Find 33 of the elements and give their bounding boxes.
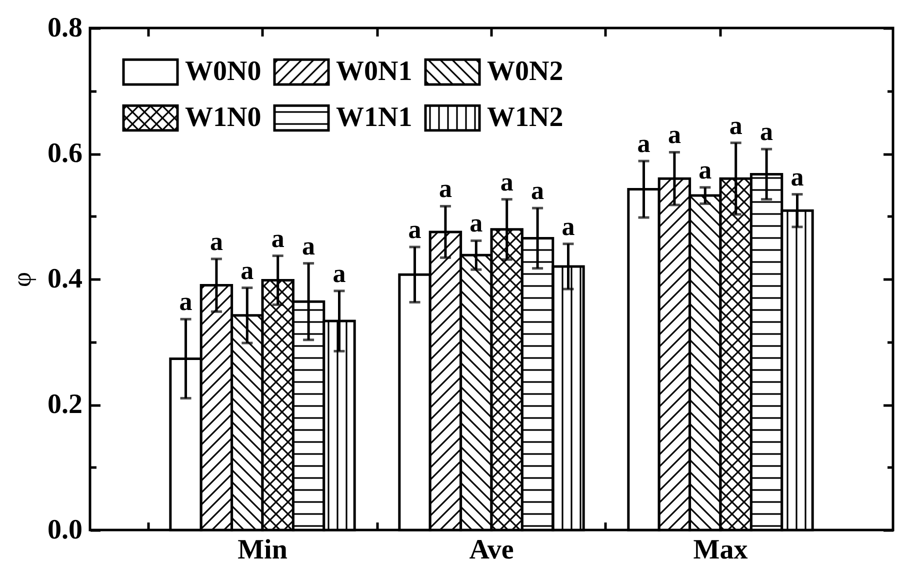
y-tick-label: 0.2	[48, 389, 82, 420]
data-label: a	[408, 214, 422, 244]
data-label: a	[531, 176, 544, 206]
data-label: a	[729, 110, 742, 140]
data-label: a	[179, 287, 192, 316]
data-label: a	[637, 129, 650, 158]
y-tick-label: 0.6	[48, 138, 82, 169]
data-label: a	[438, 174, 452, 204]
legend-label: W1N2	[487, 102, 564, 133]
legend-label: W1N1	[336, 102, 412, 133]
data-label: a	[760, 117, 774, 146]
data-label: a	[698, 155, 712, 184]
x-tick-label: Max	[693, 534, 748, 566]
legend-label: W0N1	[336, 56, 412, 88]
data-label: a	[302, 231, 316, 260]
data-label: a	[332, 258, 346, 288]
y-tick-label: 0.0	[48, 514, 82, 546]
data-label: a	[271, 224, 284, 253]
x-tick-label: Min	[238, 534, 288, 566]
x-tick-label: Ave	[469, 534, 514, 566]
data-label: a	[470, 208, 483, 238]
y-tick-label: 0.8	[48, 12, 82, 44]
legend-label: W0N0	[185, 56, 262, 88]
data-label: a	[668, 120, 681, 150]
y-axis-title: φ	[8, 272, 36, 288]
data-label: a	[562, 212, 575, 241]
y-tick-label: 0.4	[48, 264, 82, 294]
data-label: a	[210, 226, 223, 256]
legend-label: W0N2	[487, 56, 564, 88]
data-label: a	[790, 162, 804, 192]
data-label: a	[240, 256, 254, 285]
legend-label: W1N0	[185, 102, 262, 133]
data-label: a	[500, 167, 514, 196]
